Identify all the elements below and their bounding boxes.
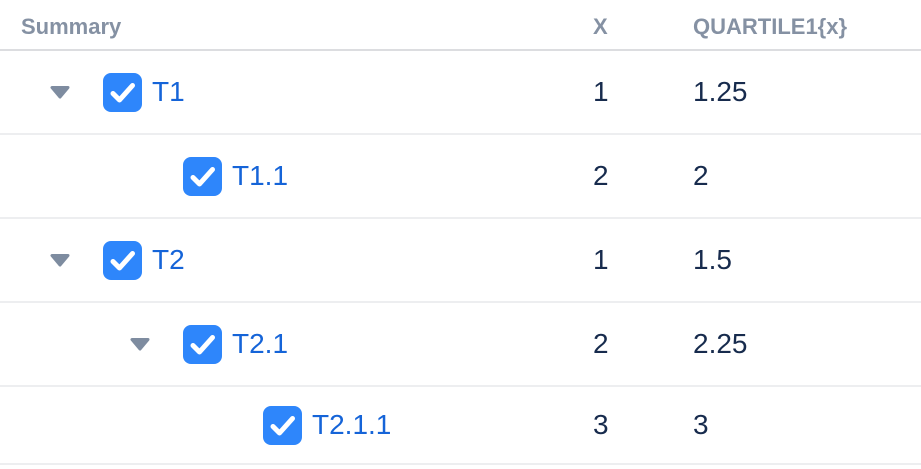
checkmark-icon (110, 82, 135, 102)
x-value-cell: 1 (593, 244, 609, 275)
quartile-value-cell: 2 (693, 160, 709, 191)
summary-cell: T1 (0, 51, 593, 133)
checkbox-checked[interactable] (103, 240, 142, 280)
summary-cell: T1.1 (0, 135, 593, 217)
table-body: T1 1 1.25 T1.1 2 2 (0, 51, 921, 465)
summary-cell: T2 (0, 219, 593, 301)
quartile-value-cell: 1.5 (693, 244, 732, 275)
quartile-value-cell: 2.25 (693, 328, 748, 359)
arrow-slot (209, 418, 263, 432)
quartile-value-cell: 1.25 (693, 76, 748, 107)
checkbox-checked[interactable] (103, 72, 142, 112)
collapse-arrow-icon[interactable] (49, 85, 71, 99)
x-value-cell: 2 (593, 328, 609, 359)
table-row[interactable]: T2 1 1.5 (0, 219, 921, 303)
checkmark-icon (110, 250, 135, 270)
table-row[interactable]: T2.1.1 3 3 (0, 387, 921, 465)
summary-cell: T2.1.1 (0, 387, 593, 463)
checkmark-icon (190, 166, 215, 186)
arrow-slot (129, 337, 183, 351)
issue-summary-link[interactable]: T2.1.1 (312, 409, 392, 440)
table-row[interactable]: T1 1 1.25 (0, 51, 921, 135)
column-header-quartile1[interactable]: QUARTILE1{x} (693, 14, 848, 39)
table-row[interactable]: T2.1 2 2.25 (0, 303, 921, 387)
x-value-cell: 2 (593, 160, 609, 191)
collapse-arrow-icon[interactable] (49, 253, 71, 267)
table-header: Summary X QUARTILE1{x} (0, 0, 921, 51)
checkbox-checked[interactable] (263, 405, 302, 445)
arrow-slot (49, 253, 103, 267)
collapse-arrow-icon[interactable] (129, 337, 151, 351)
column-header-x[interactable]: X (593, 14, 608, 39)
checkmark-icon (190, 334, 215, 354)
table-row[interactable]: T1.1 2 2 (0, 135, 921, 219)
checkbox-checked[interactable] (183, 324, 222, 364)
checkbox-checked[interactable] (183, 156, 222, 196)
checkmark-icon (270, 415, 295, 435)
summary-cell: T2.1 (0, 303, 593, 385)
arrow-slot (129, 169, 183, 183)
issue-summary-link[interactable]: T1.1 (232, 160, 289, 191)
issue-summary-link[interactable]: T2 (152, 244, 185, 275)
x-value-cell: 1 (593, 76, 609, 107)
x-value-cell: 3 (593, 409, 609, 440)
issue-summary-link[interactable]: T1 (152, 76, 185, 107)
arrow-slot (49, 85, 103, 99)
quartile-value-cell: 3 (693, 409, 709, 440)
column-header-summary[interactable]: Summary (21, 14, 122, 39)
issue-summary-link[interactable]: T2.1 (232, 328, 289, 359)
